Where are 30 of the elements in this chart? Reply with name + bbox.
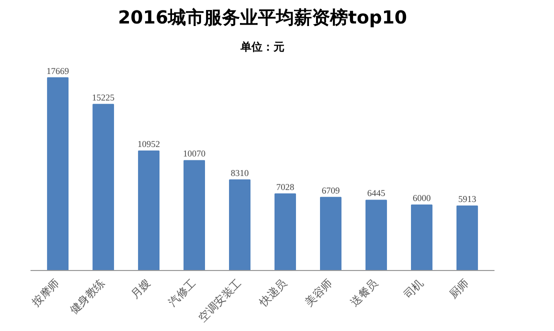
bar (92, 104, 114, 270)
x-tick-label: 月嫂 (128, 277, 154, 302)
bar (365, 200, 387, 270)
bar (320, 196, 342, 270)
x-tick-label: 厨师 (447, 277, 472, 302)
data-label: 6445 (367, 188, 386, 198)
data-label: 5913 (458, 194, 477, 204)
data-label: 6000 (412, 193, 432, 204)
data-label: 10952 (138, 139, 160, 150)
bar (274, 193, 296, 270)
bar (138, 150, 160, 270)
x-tick-label: 按摩师 (30, 276, 62, 310)
bar (410, 204, 432, 270)
data-label: 7028 (276, 182, 295, 192)
data-label: 8310 (230, 168, 250, 178)
bar (47, 77, 69, 270)
data-label: 6709 (322, 185, 340, 196)
data-label: 17669 (46, 66, 70, 76)
chart-subtitle: 单位：元 (240, 40, 284, 54)
chart-title: 2016城市服务业平均薪资榜top10 (118, 8, 408, 28)
x-tick-label: 司机 (402, 277, 426, 302)
x-tick-label: 健身教练 (68, 277, 108, 317)
data-label: 10070 (183, 148, 206, 159)
data-label: 15225 (92, 92, 116, 102)
x-tick-label: 送餐员 (348, 277, 380, 310)
bar (229, 179, 250, 270)
bar (184, 160, 205, 270)
bar (456, 206, 478, 270)
x-tick-label: 快递员 (256, 276, 290, 310)
x-tick-label: 美容师 (302, 276, 335, 310)
